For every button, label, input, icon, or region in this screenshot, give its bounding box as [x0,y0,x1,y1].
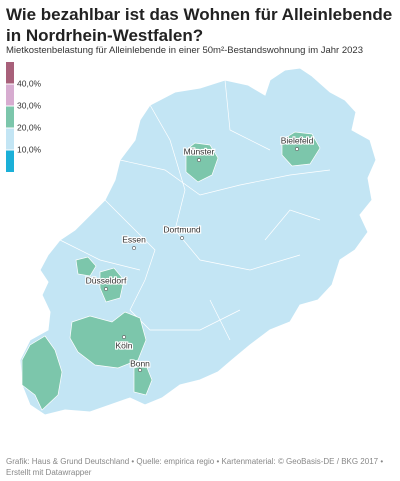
district-green [185,142,219,183]
footer: Grafik: Haus & Grund Deutschland • Quell… [6,457,384,477]
city-dot [122,335,126,339]
title: Wie bezahlbar ist das Wohnen für Alleinl… [6,5,393,45]
city-label: Essen [122,234,146,244]
city-label: Köln [115,340,132,350]
city-dot [295,147,299,151]
city-label: Bielefeld [281,135,314,145]
district-borders [59,79,331,341]
city-label: Dortmund [163,224,201,234]
legend-label: 40,0% [17,78,42,88]
legend-label: 30,0% [17,100,42,110]
city-label: Münster [184,146,215,156]
region-outline [19,67,377,416]
legend-swatch [6,128,14,150]
map: 40,0% 30,0% 20,0% 10,0% Münster Bielefeld Esse… [6,62,377,416]
legend-swatch [6,106,14,128]
district-green [99,267,125,303]
city-label: Düsseldorf [86,275,127,285]
city-dot [138,368,142,372]
legend-label: 20,0% [17,122,42,132]
city-dot [132,246,136,250]
subtitle: Mietkostenbelastung für Alleinlebende in… [6,45,363,56]
city-dot [197,158,201,162]
district-green [75,256,97,277]
legend-swatch [6,84,14,106]
city-dot [180,236,184,240]
district-green [21,335,63,411]
city-dot [104,287,108,291]
district-green [281,131,321,167]
city-label: Bonn [130,358,150,368]
legend-swatch [6,150,14,172]
legend-swatch [6,62,14,84]
district-green [133,364,153,396]
legend-label: 10,0% [17,144,42,154]
district-green [69,311,147,369]
